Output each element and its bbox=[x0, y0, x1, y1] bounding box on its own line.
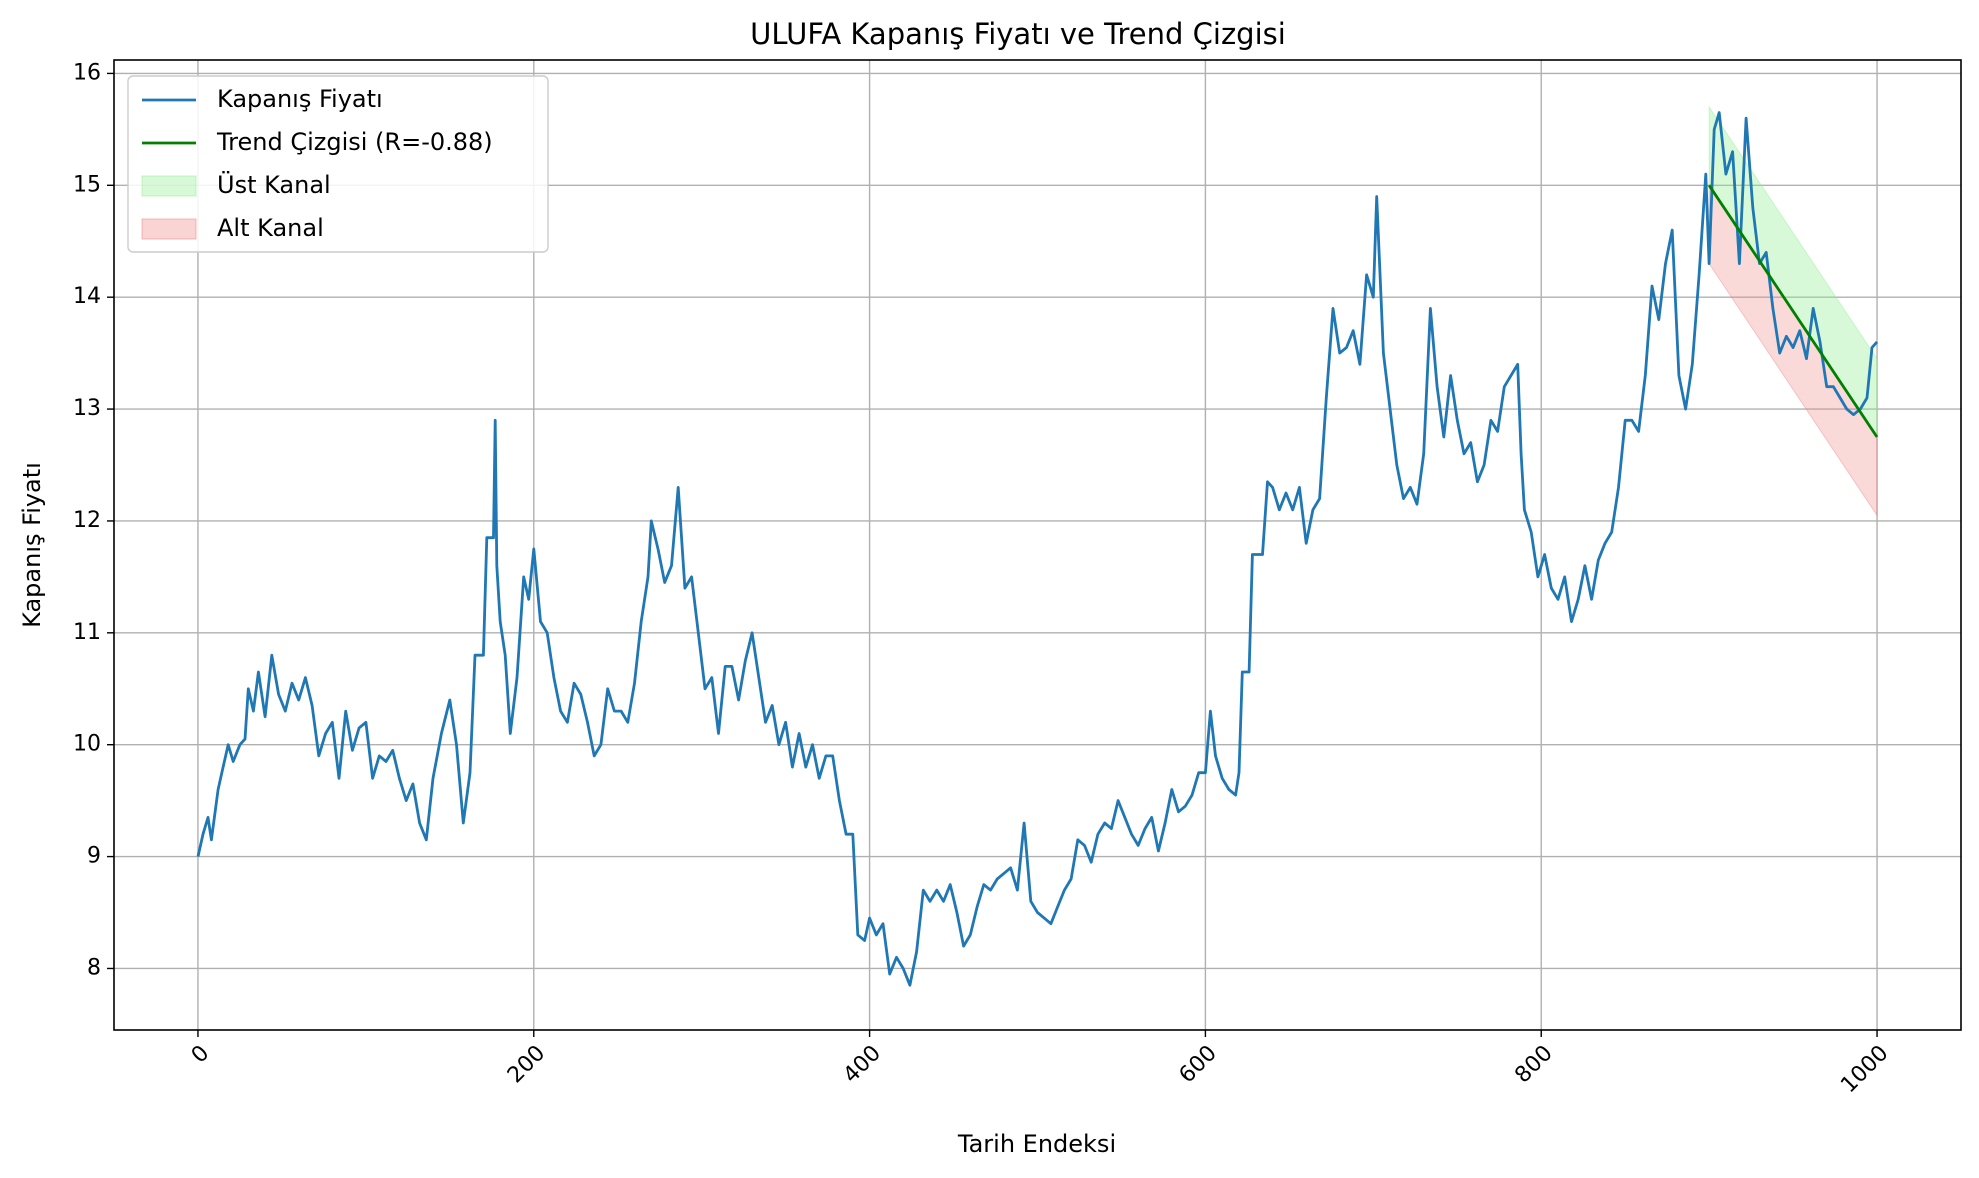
x-tick-label: 1000 bbox=[1836, 1041, 1893, 1098]
trend-line bbox=[1707, 184, 1879, 438]
y-axis-label: Kapanış Fiyatı bbox=[18, 462, 46, 628]
y-tick-label: 8 bbox=[87, 955, 101, 980]
legend-label: Alt Kanal bbox=[217, 214, 324, 242]
price-line bbox=[196, 111, 1879, 987]
legend-label: Trend Çizgisi (R=-0.88) bbox=[216, 128, 493, 156]
x-tick-label: 0 bbox=[187, 1041, 215, 1069]
chart-title: ULUFA Kapanış Fiyatı ve Trend Çizgisi bbox=[750, 17, 1286, 51]
legend: Kapanış Fiyatı Trend Çizgisi (R=-0.88) Üst… bbox=[127, 75, 549, 253]
y-tick-label: 15 bbox=[73, 172, 101, 197]
x-tick-label: 200 bbox=[503, 1041, 550, 1088]
x-tick-label: 800 bbox=[1510, 1041, 1557, 1088]
y-tick-label: 11 bbox=[73, 620, 101, 645]
x-axis-label: Tarih Endeksi bbox=[957, 1130, 1116, 1158]
legend-label: Üst Kanal bbox=[217, 170, 331, 199]
y-tick-label: 13 bbox=[73, 396, 101, 421]
x-tick-label: 600 bbox=[1175, 1041, 1222, 1088]
legend-swatch bbox=[141, 175, 197, 197]
y-tick-label: 10 bbox=[73, 732, 101, 757]
legend-swatch bbox=[141, 218, 197, 240]
y-tick-label: 9 bbox=[87, 844, 101, 869]
series-lines bbox=[196, 111, 1879, 987]
legend-box bbox=[127, 75, 549, 253]
x-tick-label: 400 bbox=[839, 1041, 886, 1088]
plot-frame bbox=[113, 59, 1962, 1031]
y-tick-label: 16 bbox=[73, 60, 101, 85]
y-tick-label: 12 bbox=[73, 508, 101, 533]
y-tick-label: 14 bbox=[73, 284, 101, 309]
legend-label: Kapanış Fiyatı bbox=[217, 85, 383, 113]
